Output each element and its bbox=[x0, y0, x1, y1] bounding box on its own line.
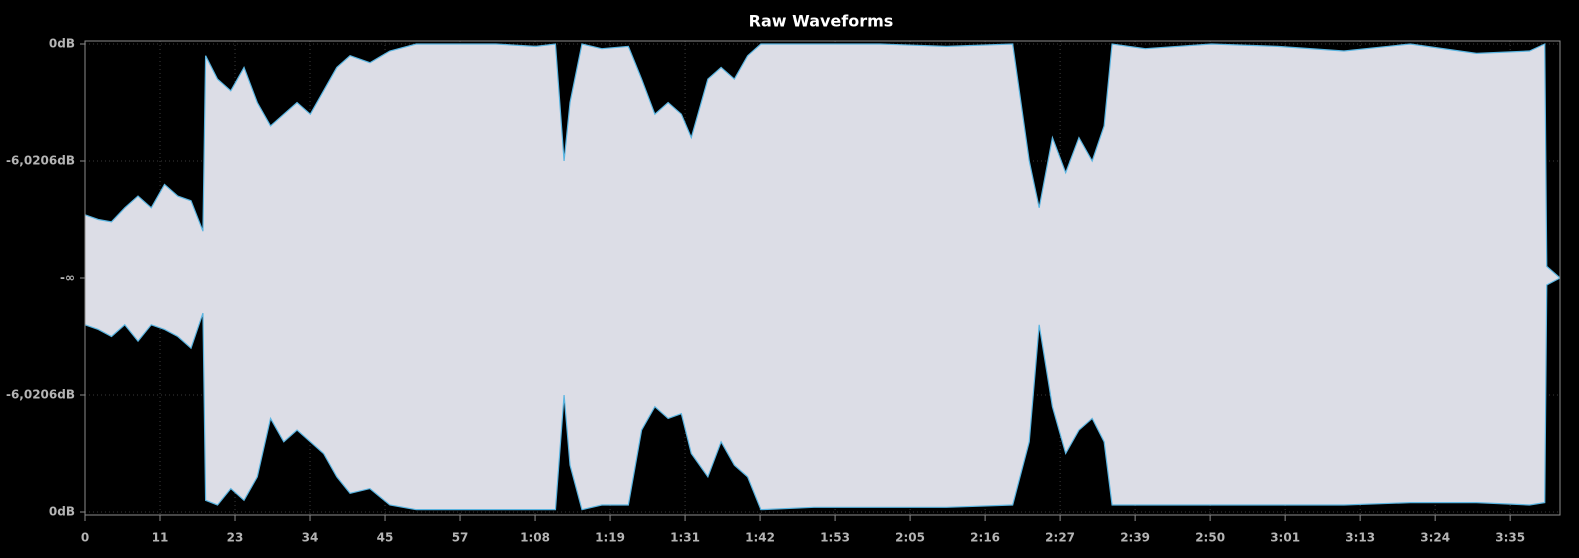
x-tick-label: 1:08 bbox=[520, 531, 550, 545]
axes: 0dB -6,0206dB -∞ -6,0206dB 0dB 0 11 23 34 45 57 1:0… bbox=[6, 37, 1525, 545]
x-tick-label: 2:50 bbox=[1195, 531, 1225, 545]
y-tick-label: -∞ bbox=[60, 271, 75, 285]
x-tick-label: 57 bbox=[452, 531, 469, 545]
x-tick-label: 34 bbox=[302, 531, 319, 545]
chart-title: Raw Waveforms bbox=[749, 12, 894, 31]
y-tick-label: 0dB bbox=[49, 505, 75, 519]
x-tick-label: 1:42 bbox=[745, 531, 775, 545]
x-tick-label: 3:01 bbox=[1270, 531, 1300, 545]
x-tick-label: 45 bbox=[377, 531, 394, 545]
x-tick-label: 3:35 bbox=[1495, 531, 1525, 545]
y-tick-label: -6,0206dB bbox=[6, 154, 75, 168]
x-tick-label: 1:53 bbox=[820, 531, 850, 545]
x-tick-label: 1:19 bbox=[595, 531, 625, 545]
waveform-area bbox=[85, 278, 1560, 510]
plot-area bbox=[84, 43, 1561, 511]
y-tick-label: -6,0206dB bbox=[6, 388, 75, 402]
x-tick-label: 3:13 bbox=[1345, 531, 1375, 545]
x-tick-label: 1:31 bbox=[670, 531, 700, 545]
x-tick-label: 3:24 bbox=[1420, 531, 1450, 545]
x-tick-label: 2:16 bbox=[970, 531, 1000, 545]
x-tick-label: 2:27 bbox=[1045, 531, 1075, 545]
waveform-outline bbox=[84, 43, 1561, 279]
x-tick-label: 23 bbox=[227, 531, 244, 545]
waveform-area bbox=[85, 44, 1560, 278]
x-tick-label: 2:39 bbox=[1120, 531, 1150, 545]
y-tick-label: 0dB bbox=[49, 37, 75, 51]
x-tick-label: 11 bbox=[152, 531, 169, 545]
x-tick-label: 2:05 bbox=[895, 531, 925, 545]
x-tick-label: 0 bbox=[81, 531, 89, 545]
waveform-outline bbox=[84, 277, 1561, 511]
